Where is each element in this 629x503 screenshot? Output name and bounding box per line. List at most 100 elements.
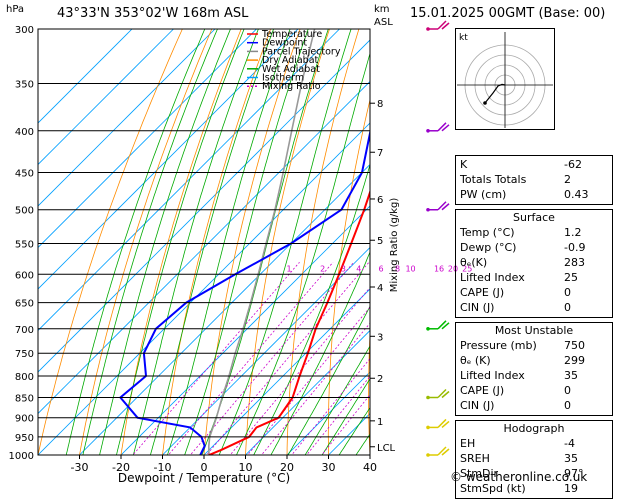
- temperature-tick-label: 40: [363, 461, 377, 474]
- wind-barb-flag: [437, 201, 447, 211]
- mixing-ratio-label: 16: [434, 264, 444, 273]
- most-unstable-row: CIN (J) 0: [456, 398, 612, 413]
- height-tick-label: 2: [377, 374, 383, 385]
- indices-panel: K -62 Totals Totals 2 PW (cm) 0.43 Surface Te…: [455, 155, 613, 503]
- wind-barb-dot: [426, 395, 430, 400]
- wind-barb-flag: [437, 320, 447, 330]
- isotherm-line: [38, 29, 216, 207]
- hodograph-stat-row: EH -4: [456, 436, 612, 451]
- height-unit-asl: ASL: [374, 17, 393, 28]
- pressure-tick-label: 900: [15, 414, 34, 425]
- surface-row: CIN (J) 0: [456, 300, 612, 315]
- plot-frame: [37, 28, 371, 456]
- surface-row: θₑ(K) 283: [456, 255, 612, 270]
- surface-value: 0: [564, 301, 571, 314]
- most-unstable-block: Most Unstable Pressure (mb) 750 θₑ (K) 299 L…: [455, 322, 613, 416]
- index-label: Totals Totals: [460, 173, 527, 186]
- isotherm-line: [38, 29, 299, 290]
- wind-barb-flag: [441, 420, 450, 428]
- mixing-ratio-line: [205, 262, 370, 455]
- most-unstable-label: θₑ (K): [460, 354, 491, 367]
- wind-barb-dot: [426, 207, 430, 212]
- datetime-title: 15.01.2025 00GMT (Base: 00): [410, 6, 606, 21]
- most-unstable-value: 0: [564, 399, 571, 412]
- legend-label: Parcel Trajectory: [262, 46, 341, 57]
- hodograph-stat-value: 97°: [564, 467, 584, 480]
- most-unstable-label: CIN (J): [460, 399, 495, 412]
- wind-barb-flag: [441, 203, 450, 211]
- surface-value: 0: [564, 286, 571, 299]
- wind-barb-dot: [426, 425, 430, 430]
- hodograph-stat-value: -4: [564, 437, 575, 450]
- pressure-tick-label: 700: [15, 325, 34, 336]
- index-value: -62: [564, 158, 582, 171]
- isotherm-line: [286, 371, 370, 455]
- wind-barb-flag: [441, 322, 450, 330]
- pressure-tick-label: 800: [15, 372, 34, 383]
- pressure-tick-label: 350: [15, 80, 34, 91]
- surface-label: Lifted Index: [460, 271, 525, 284]
- height-tick-label: LCL: [377, 443, 396, 454]
- pressure-tick-label: 950: [15, 433, 34, 444]
- wind-barb-dot: [426, 27, 430, 31]
- wet-adiabat-line: [338, 406, 370, 455]
- mixing-ratio-label: 20: [448, 264, 458, 273]
- mixing-ratio-label: 1: [287, 264, 292, 273]
- legend-label: Dewpoint: [262, 38, 307, 49]
- height-tick-label: 5: [377, 236, 383, 247]
- wet-adiabat-line: [304, 345, 370, 455]
- mixing-ratio-label: 4: [356, 264, 361, 273]
- hodograph-stat-row: StmDir 97°: [456, 466, 612, 481]
- most-unstable-row: Pressure (mb) 750: [456, 338, 612, 353]
- isotherm-line: [161, 246, 370, 455]
- hodograph-frame: [455, 28, 555, 130]
- temperature-tick-label: -20: [112, 461, 130, 474]
- isotherm-line: [244, 329, 370, 455]
- temperature-tick-label: 10: [239, 461, 253, 474]
- mixing-ratio-line: [260, 322, 370, 455]
- legend-label: Wet Adiabat: [262, 64, 320, 75]
- dry-adiabat-line: [368, 327, 370, 455]
- hodograph-stat-label: StmDir: [460, 467, 499, 480]
- wet-adiabat-line: [65, 29, 206, 455]
- index-label: PW (cm): [460, 188, 507, 201]
- hodograph-point: [483, 101, 487, 105]
- wind-barb-flag: [441, 390, 450, 399]
- hodograph-block: Hodograph EH -4 SREH 35 StmDir 97° StmSpd (kt)…: [455, 420, 613, 499]
- isotherm-line: [38, 122, 370, 455]
- height-unit-km: km: [374, 4, 390, 15]
- wind-barb: [426, 320, 450, 331]
- surface-row: Lifted Index 25: [456, 270, 612, 285]
- wind-barb-dot: [426, 128, 430, 133]
- hodograph-trace: [484, 83, 506, 104]
- surface-value: 1.2: [564, 226, 582, 239]
- pressure-tick-label: 750: [15, 349, 34, 360]
- temperature-tick-label: -10: [154, 461, 172, 474]
- most-unstable-label: Pressure (mb): [460, 339, 537, 352]
- wind-barb-flag: [437, 388, 447, 399]
- surface-row: Dewp (°C) -0.9: [456, 240, 612, 255]
- pressure-tick-label: 550: [15, 239, 34, 250]
- wind-barb-flag: [437, 418, 447, 428]
- hodograph-stat-label: SREH: [460, 452, 490, 465]
- most-unstable-value: 0: [564, 384, 571, 397]
- temperature-tick-label: 0: [201, 461, 208, 474]
- index-label: K: [460, 158, 468, 171]
- mixing-ratio-line: [247, 306, 370, 455]
- isotherm-line: [120, 205, 370, 455]
- wind-barb-dot: [426, 326, 430, 331]
- pressure-tick-label: 600: [15, 270, 34, 281]
- height-tick-label: 1: [377, 417, 383, 428]
- legend-label: Temperature: [261, 29, 322, 40]
- wind-barb: [426, 20, 450, 31]
- surface-value: -0.9: [564, 241, 586, 254]
- most-unstable-row: CAPE (J) 0: [456, 383, 612, 398]
- isotherm-line: [203, 288, 370, 455]
- wind-barb-flag: [441, 22, 450, 30]
- mixing-ratio-line: [229, 286, 370, 455]
- legend-label: Isotherm: [262, 73, 304, 84]
- pressure-tick-label: 850: [15, 393, 34, 404]
- mixing-ratio-label: 3: [341, 264, 346, 273]
- hodograph-stat-value: 35: [564, 452, 578, 465]
